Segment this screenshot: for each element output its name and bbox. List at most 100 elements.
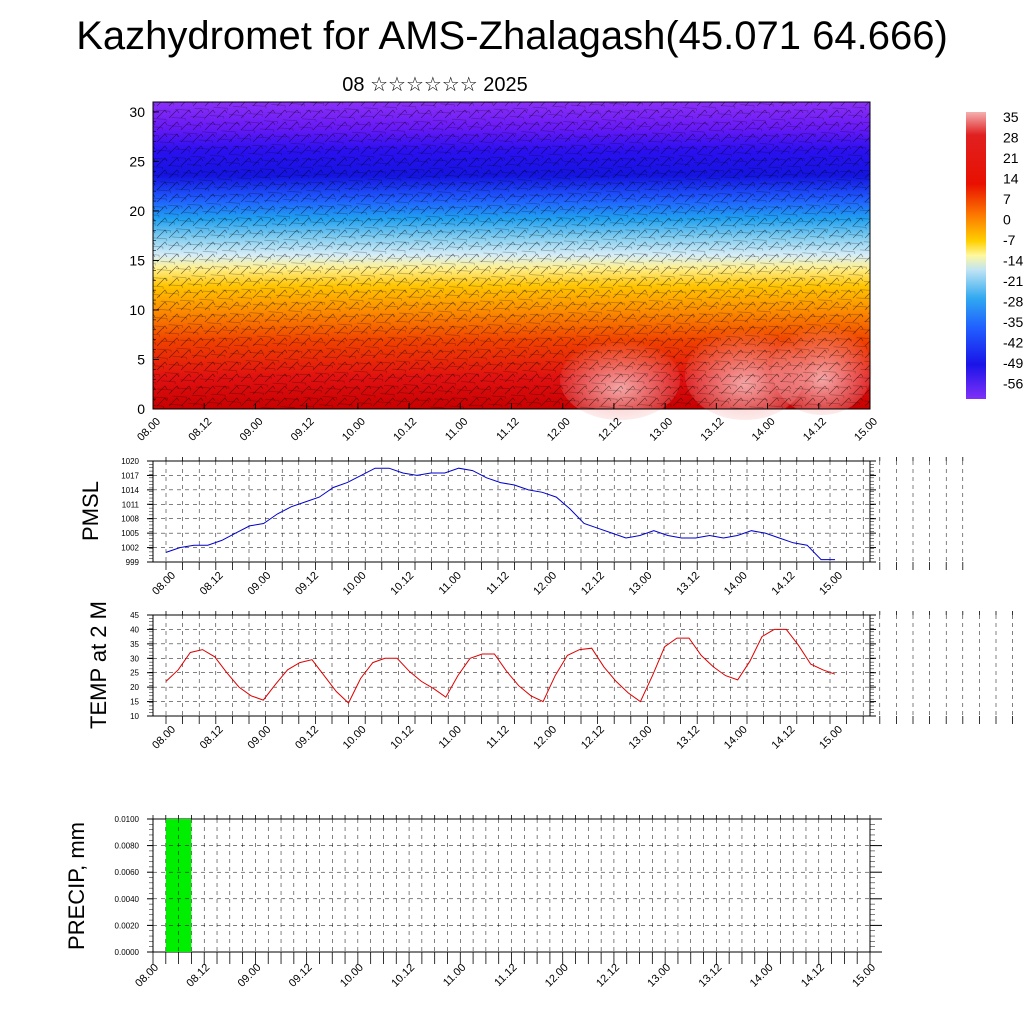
x-tick-label: 11.12 (484, 724, 511, 751)
precip-grid (152, 819, 871, 952)
x-tick-label: 11.12 (494, 416, 521, 443)
y-tick-label: 0.0000 (115, 948, 140, 957)
x-tick-label: 10.12 (388, 570, 416, 598)
y-tick-label: 999 (126, 558, 140, 567)
x-tick-label: 13.12 (699, 416, 727, 444)
x-tick-label: 08.00 (135, 416, 163, 444)
colorbar-label: -42 (1003, 335, 1023, 351)
x-tick-label: 10.00 (340, 416, 368, 444)
y-tick-label: 0.0100 (115, 815, 140, 824)
y-tick-label: 25 (129, 153, 145, 169)
x-tick-label: 09.12 (289, 416, 317, 444)
y-tick-label: 35 (130, 640, 139, 649)
y-tick-label: 5 (137, 351, 145, 367)
x-tick-label: 12.00 (531, 724, 559, 752)
y-tick-label: 15 (130, 698, 139, 707)
y-tick-label: 1008 (121, 515, 139, 524)
x-tick-label: 09.00 (245, 724, 273, 752)
x-tick-label: 11.12 (492, 962, 519, 989)
x-tick-label: 14.12 (770, 570, 798, 598)
x-tick-label: 08.12 (186, 416, 214, 444)
temp-plot-area (152, 614, 871, 717)
x-tick-label: 12.12 (579, 570, 607, 598)
y-tick-label: 20 (129, 203, 145, 219)
x-tick-label: 10.12 (388, 724, 416, 752)
pmsl-y-label: PMSL (78, 481, 103, 541)
colorbar (966, 112, 986, 399)
x-tick-label: 14.00 (722, 570, 750, 598)
colorbar-label: 28 (1003, 130, 1019, 146)
x-tick-label: 08.00 (150, 570, 178, 598)
x-tick-label: 12.00 (543, 962, 571, 990)
y-tick-label: 30 (130, 654, 139, 663)
y-tick-label: 0.0020 (115, 921, 140, 930)
x-tick-label: 14.00 (748, 962, 776, 990)
x-tick-label: 13.00 (627, 724, 655, 752)
temp-y-label: TEMP at 2 M (86, 601, 111, 729)
x-tick-label: 11.00 (443, 416, 470, 443)
colorbar-label: -7 (1003, 232, 1016, 248)
x-tick-label: 13.00 (647, 416, 675, 444)
pmsl-grid (153, 461, 964, 562)
y-tick-label: 20 (130, 683, 139, 692)
y-tick-label: 1011 (122, 500, 140, 509)
colorbar-label: 14 (1003, 171, 1019, 187)
y-tick-label: 0.0080 (115, 842, 140, 851)
temp-grid (153, 615, 1013, 716)
x-tick-label: 15.00 (817, 570, 845, 598)
colorbar-label: -56 (1003, 376, 1023, 392)
x-tick-label: 11.12 (484, 570, 511, 597)
y-tick-label: 0 (137, 401, 145, 417)
colorbar-label: -49 (1003, 355, 1023, 371)
x-tick-label: 12.00 (531, 570, 559, 598)
pmsl-series-line (165, 467, 835, 561)
y-tick-label: 1017 (121, 471, 139, 480)
x-tick-label: 14.12 (801, 416, 829, 444)
y-tick-label: 10 (130, 712, 139, 721)
pmsl-plot-area (152, 460, 871, 563)
x-tick-label: 10.00 (341, 724, 369, 752)
x-tick-label: 13.12 (674, 570, 702, 598)
y-tick-label: 25 (130, 669, 139, 678)
x-tick-label: 08.12 (184, 962, 212, 990)
colorbar-label: -21 (1003, 273, 1023, 289)
x-tick-label: 12.12 (594, 962, 622, 990)
x-tick-label: 13.12 (674, 724, 702, 752)
x-tick-label: 14.12 (799, 962, 827, 990)
y-tick-label: 0.0040 (115, 895, 140, 904)
colorbar-label: 21 (1003, 150, 1019, 166)
x-tick-label: 12.12 (579, 724, 607, 752)
x-tick-label: 08.12 (198, 724, 226, 752)
x-tick-label: 08.00 (133, 962, 161, 990)
y-tick-label: 0.0060 (115, 868, 140, 877)
y-tick-label: 45 (130, 611, 139, 620)
y-tick-label: 1014 (121, 486, 139, 495)
x-tick-label: 14.12 (770, 724, 798, 752)
x-tick-label: 09.00 (238, 416, 266, 444)
y-tick-label: 1002 (121, 544, 139, 553)
x-tick-label: 08.00 (150, 724, 178, 752)
x-tick-label: 14.00 (750, 416, 778, 444)
heatmap-y-axis: 0 5 10 15 20 25 30 (129, 101, 159, 417)
x-tick-label: 10.12 (391, 416, 419, 444)
y-tick-label: 30 (129, 104, 145, 120)
x-tick-label: 13.00 (627, 570, 655, 598)
x-tick-label: 09.12 (287, 962, 315, 990)
x-tick-label: 12.00 (545, 416, 573, 444)
y-tick-label: 10 (129, 302, 145, 318)
colorbar-label: 7 (1003, 191, 1011, 207)
y-tick-label: 40 (130, 625, 139, 634)
y-tick-label: 15 (129, 252, 145, 268)
x-tick-label: 15.00 (850, 962, 878, 990)
x-tick-label: 10.12 (389, 962, 417, 990)
x-tick-label: 09.12 (293, 570, 321, 598)
colorbar-label: -14 (1003, 253, 1023, 269)
colorbar-label: -28 (1003, 294, 1023, 310)
colorbar-label: 35 (1003, 109, 1019, 125)
precip-y-label: PRECIP, mm (64, 822, 89, 950)
x-tick-label: 15.00 (852, 416, 880, 444)
temp-series-line (165, 628, 836, 704)
x-tick-label: 11.00 (437, 724, 464, 751)
chart-subtitle: 08 ☆☆☆☆☆☆ 2025 (342, 74, 528, 96)
